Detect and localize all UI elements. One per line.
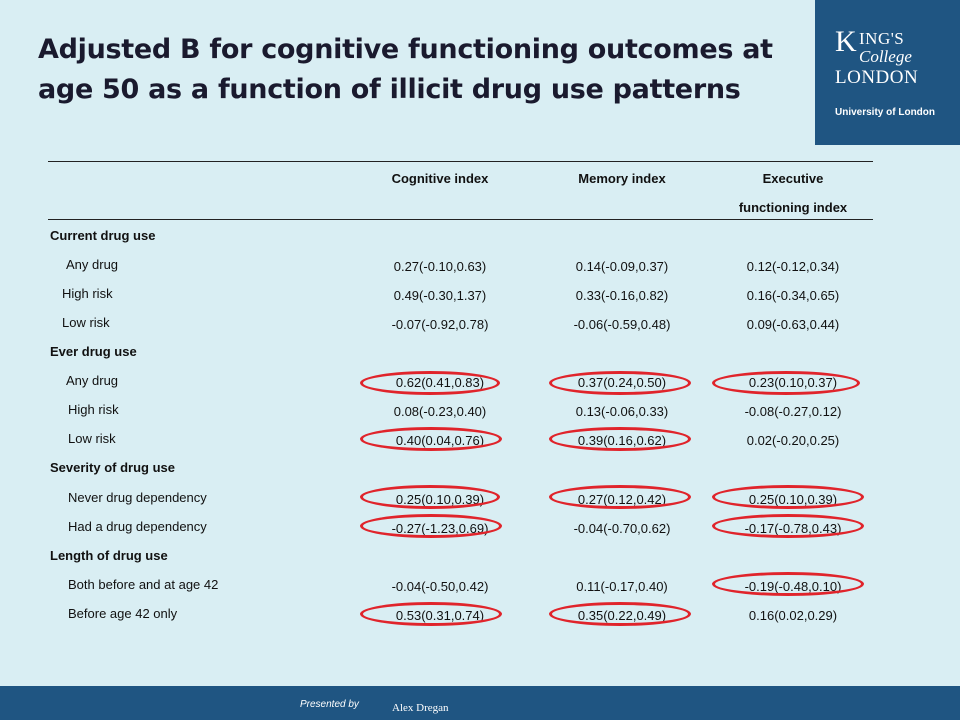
table-cell: 0.12(-0.12,0.34) (746, 259, 840, 274)
highlight-oval (360, 485, 500, 509)
table-cell: 0.09(-0.63,0.44) (746, 317, 840, 332)
table-cell: 0.49(-0.30,1.37) (393, 288, 487, 303)
table-cell: -0.06(-0.59,0.48) (573, 317, 671, 332)
table-cell: 0.33(-0.16,0.82) (575, 288, 669, 303)
table-header-rule (48, 219, 873, 220)
col-header-cognitive: Cognitive index (391, 171, 489, 186)
table-cell: 0.27(-0.10,0.63) (393, 259, 487, 274)
table-cell: -0.07(-0.92,0.78) (391, 317, 489, 332)
table-cell: 0.16(-0.34,0.65) (746, 288, 840, 303)
highlight-oval (712, 514, 864, 538)
row-label: Both before and at age 42 (68, 577, 219, 592)
kings-college-logo: K ING'S College LONDON University of Lon… (815, 0, 960, 145)
table-cell: 0.14(-0.09,0.37) (575, 259, 669, 274)
table-top-rule (48, 161, 873, 162)
highlight-oval (360, 514, 502, 538)
table-cell: -0.04(-0.50,0.42) (391, 579, 489, 594)
logo-ings: ING'S (859, 29, 905, 48)
highlight-oval (549, 602, 691, 626)
col-header-memory: Memory index (578, 171, 666, 186)
table-cell: -0.04(-0.70,0.62) (573, 521, 671, 536)
highlight-oval (360, 371, 500, 395)
table-cell: -0.08(-0.27,0.12) (744, 404, 842, 419)
row-label: Any drug (66, 373, 119, 388)
highlight-oval (360, 427, 502, 451)
slide-title: Adjusted B for cognitive functioning out… (38, 34, 773, 105)
logo-college: College (859, 47, 912, 66)
col-header-executive-2: functioning index (738, 200, 848, 215)
table-cell: 0.11(-0.17,0.40) (576, 579, 668, 594)
highlight-oval (549, 427, 691, 451)
highlight-oval (712, 485, 864, 509)
presented-by-label: Presented by (300, 699, 359, 710)
highlight-oval (712, 371, 860, 395)
table-cell: 0.02(-0.20,0.25) (746, 433, 840, 448)
section-heading: Current drug use (50, 228, 156, 243)
row-label: Never drug dependency (68, 490, 207, 505)
section-heading: Length of drug use (50, 548, 168, 563)
row-label: Low risk (68, 431, 116, 446)
highlight-oval (712, 572, 864, 596)
highlight-oval (549, 485, 691, 509)
logo-letter-k: K (835, 25, 857, 58)
logo-london: LONDON (835, 67, 919, 88)
section-heading: Severity of drug use (50, 460, 175, 475)
table-cell: 0.16(0.02,0.29) (748, 608, 838, 623)
presenter-name: Alex Dregan (392, 702, 449, 714)
footer-bar: Presented by Alex Dregan (0, 686, 960, 720)
logo-university: University of London (835, 107, 935, 118)
col-header-executive: Executive (762, 171, 824, 186)
section-heading: Ever drug use (50, 344, 137, 359)
row-label: Low risk (62, 315, 110, 330)
table-cell: 0.08(-0.23,0.40) (393, 404, 487, 419)
row-label: High risk (68, 402, 119, 417)
row-label: Any drug (66, 257, 119, 272)
highlight-oval (549, 371, 691, 395)
row-label: Before age 42 only (68, 606, 178, 621)
highlight-oval (360, 602, 502, 626)
table-cell: 0.13(-0.06,0.33) (575, 404, 669, 419)
row-label: High risk (62, 286, 113, 301)
row-label: Had a drug dependency (68, 519, 207, 534)
